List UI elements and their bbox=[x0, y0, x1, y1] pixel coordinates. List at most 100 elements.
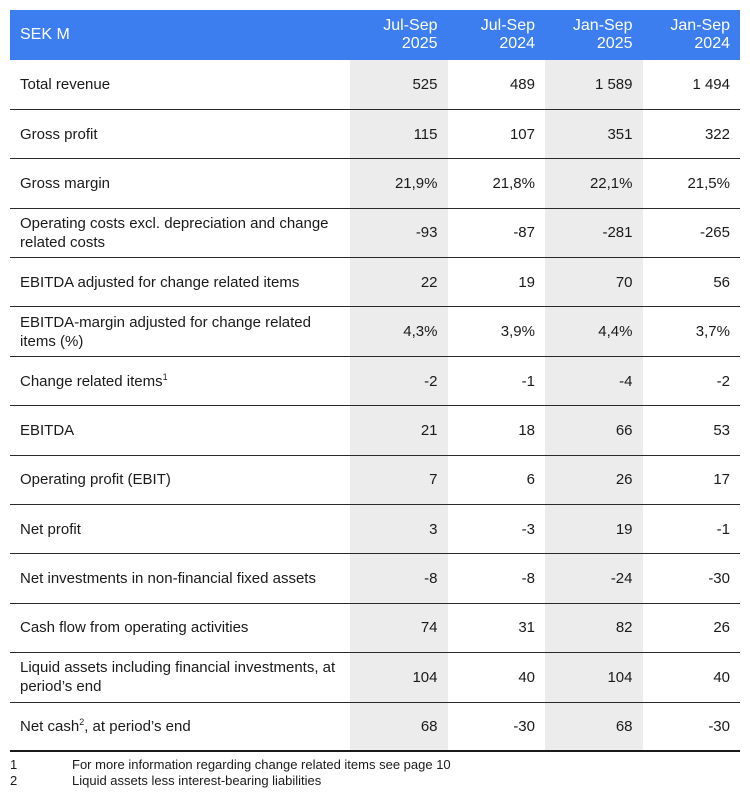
unit-label: SEK M bbox=[20, 26, 70, 43]
value-jan-sep-2025: 351 bbox=[545, 109, 643, 159]
value-jul-sep-2024: 6 bbox=[526, 471, 535, 489]
row-label-text: EBITDA adjusted for change related items bbox=[20, 273, 300, 291]
value-jul-sep-2025: 74 bbox=[350, 603, 448, 653]
value-jan-sep-2024: 1 494 bbox=[692, 75, 730, 93]
column-header-year: 2024 bbox=[694, 35, 730, 52]
column-header-period: Jul-Sep bbox=[480, 17, 535, 34]
column-header-year: 2025 bbox=[596, 35, 633, 52]
table-row: Net investments in non-financial fixed a… bbox=[10, 553, 740, 604]
value-jan-sep-2025: 70 bbox=[545, 257, 643, 307]
value-jan-sep-2024: 17 bbox=[713, 471, 730, 489]
value-jan-sep-2025: 19 bbox=[545, 504, 643, 554]
column-header-period: Jul-Sep bbox=[383, 17, 438, 34]
table-row: Change related items1 -2 -1 -4 -2 bbox=[10, 356, 740, 406]
footnote-marker: 2 bbox=[79, 717, 85, 728]
table-row: Operating costs excl. depreciation and c… bbox=[10, 208, 740, 258]
row-label-text: Net profit bbox=[20, 520, 81, 538]
footnote: 2 Liquid assets less interest-bearing li… bbox=[10, 773, 740, 789]
footnote-number: 1 bbox=[10, 757, 18, 772]
value-jan-sep-2025: -281 bbox=[545, 208, 643, 258]
value-jul-sep-2025: -93 bbox=[350, 208, 448, 258]
table-row: Operating profit (EBIT) 7 6 26 17 bbox=[10, 455, 740, 505]
value-jan-sep-2025: 4,4% bbox=[545, 306, 643, 357]
row-label-text: Total revenue bbox=[20, 75, 111, 93]
value-jul-sep-2025: -2 bbox=[350, 356, 448, 406]
row-label: Total revenue bbox=[10, 60, 350, 109]
value-jan-sep-2025: 22,1% bbox=[545, 158, 643, 209]
row-label: EBITDA-margin adjusted for change relate… bbox=[10, 307, 350, 356]
value-jul-sep-2024: -1 bbox=[521, 372, 535, 390]
value-jul-sep-2025: 3 bbox=[350, 504, 448, 554]
value-jul-sep-2024: 19 bbox=[518, 273, 535, 291]
row-label: Gross profit bbox=[10, 109, 350, 158]
row-label: EBITDA adjusted for change related items bbox=[10, 258, 350, 307]
value-jan-sep-2025: -24 bbox=[545, 553, 643, 604]
row-label-text: Liquid assets including financial invest… bbox=[20, 659, 336, 696]
value-jul-sep-2024: 107 bbox=[509, 125, 535, 143]
value-jul-sep-2025: 115 bbox=[350, 109, 448, 159]
table-row: EBITDA-margin adjusted for change relate… bbox=[10, 306, 740, 357]
column-header-period: Jan-Sep bbox=[670, 17, 730, 34]
value-jan-sep-2024: -30 bbox=[708, 570, 730, 588]
value-jan-sep-2025: -4 bbox=[545, 356, 643, 406]
value-jan-sep-2025: 104 bbox=[545, 652, 643, 703]
row-label-text: Gross margin bbox=[20, 174, 111, 192]
row-label-text: Operating costs excl. depreciation and c… bbox=[20, 214, 329, 251]
value-jan-sep-2025: 1 589 bbox=[545, 60, 643, 110]
row-label: Cash flow from operating activities bbox=[10, 603, 350, 652]
row-label-text: Net cash bbox=[20, 718, 80, 736]
column-header-jul-sep-2025: Jul-Sep 2025 bbox=[350, 10, 448, 60]
value-jul-sep-2024: 21,8% bbox=[492, 174, 535, 192]
financial-summary-table: SEK M Jul-Sep 2025 Jul-Sep 2024 Jan-Sep … bbox=[10, 10, 740, 752]
value-jul-sep-2025: 7 bbox=[350, 455, 448, 505]
row-label-text: Operating profit (EBIT) bbox=[20, 471, 171, 489]
value-jul-sep-2025: 4,3% bbox=[350, 306, 448, 357]
footnote-text: For more information regarding change re… bbox=[72, 757, 451, 772]
row-label-text: Net investments in non-financial fixed a… bbox=[20, 570, 316, 588]
value-jul-sep-2024: 489 bbox=[509, 75, 535, 93]
row-label-text: EBITDA bbox=[20, 421, 75, 439]
value-jul-sep-2024: 31 bbox=[518, 619, 535, 637]
value-jan-sep-2024: -2 bbox=[716, 372, 730, 390]
row-label: Operating costs excl. depreciation and c… bbox=[10, 208, 350, 257]
value-jan-sep-2024: 56 bbox=[713, 273, 730, 291]
footnotes: 1 For more information regarding change … bbox=[10, 757, 740, 789]
footnote: 1 For more information regarding change … bbox=[10, 757, 740, 773]
row-label: Gross margin bbox=[10, 159, 350, 208]
value-jan-sep-2024: 322 bbox=[704, 125, 730, 143]
value-jan-sep-2025: 26 bbox=[545, 455, 643, 505]
value-jul-sep-2025: 104 bbox=[350, 652, 448, 703]
value-jan-sep-2024: 40 bbox=[713, 668, 730, 686]
value-jul-sep-2025: 22 bbox=[350, 257, 448, 307]
value-jul-sep-2025: -8 bbox=[350, 553, 448, 604]
table-row: Net profit 3 -3 19 -1 bbox=[10, 504, 740, 554]
value-jan-sep-2024: 21,5% bbox=[687, 174, 730, 192]
row-label-text: Gross profit bbox=[20, 125, 98, 143]
row-label: Net investments in non-financial fixed a… bbox=[10, 554, 350, 603]
value-jan-sep-2024: 3,7% bbox=[695, 323, 730, 341]
row-label: Net profit bbox=[10, 505, 350, 554]
value-jan-sep-2024: 26 bbox=[713, 619, 730, 637]
row-label-text: Change related items bbox=[20, 372, 163, 390]
header-row: SEK M Jul-Sep 2025 Jul-Sep 2024 Jan-Sep … bbox=[10, 10, 740, 60]
footnote-text: Liquid assets less interest-bearing liab… bbox=[72, 773, 322, 788]
table-body: Total revenue 525 489 1 589 1 494 Gross … bbox=[10, 60, 740, 752]
financial-summary-table-container: SEK M Jul-Sep 2025 Jul-Sep 2024 Jan-Sep … bbox=[10, 10, 740, 752]
table-row: EBITDA adjusted for change related items… bbox=[10, 257, 740, 307]
value-jul-sep-2024: -8 bbox=[521, 570, 535, 588]
value-jul-sep-2024: 3,9% bbox=[500, 323, 535, 341]
column-header-jul-sep-2024: Jul-Sep 2024 bbox=[448, 10, 546, 60]
row-label: Net cash2, at period’s end bbox=[10, 702, 350, 751]
value-jul-sep-2024: 18 bbox=[518, 421, 535, 439]
footnote-number: 2 bbox=[10, 773, 18, 788]
table-row: Gross margin 21,9% 21,8% 22,1% 21,5% bbox=[10, 158, 740, 209]
value-jan-sep-2024: -1 bbox=[716, 520, 730, 538]
value-jul-sep-2024: -87 bbox=[513, 224, 535, 242]
column-header-period: Jan-Sep bbox=[572, 17, 633, 34]
value-jul-sep-2025: 68 bbox=[350, 702, 448, 752]
row-label-text: EBITDA-margin adjusted for change relate… bbox=[20, 313, 311, 350]
value-jan-sep-2025: 68 bbox=[545, 702, 643, 752]
column-header-jan-sep-2024: Jan-Sep 2024 bbox=[643, 10, 741, 60]
footnote-marker: 1 bbox=[162, 371, 168, 382]
value-jul-sep-2024: 40 bbox=[518, 668, 535, 686]
